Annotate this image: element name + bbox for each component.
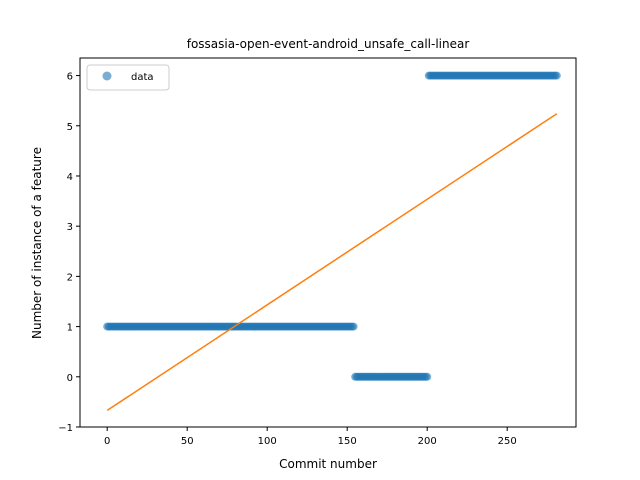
y-tick-label: 3 [67,222,73,233]
x-tick-label: 200 [418,436,437,447]
plot-area [103,71,561,412]
fit-line [106,113,558,412]
x-tick-label: 100 [258,436,277,447]
x-axis-label: Commit number [279,457,377,471]
y-tick-label: 5 [67,122,73,133]
y-tick-label: 0 [67,373,73,384]
x-tick-label: 250 [498,436,517,447]
axes-frame [79,57,577,428]
data-point [423,372,432,381]
x-tick-label: 50 [181,436,194,447]
y-axis: −1 0 1 2 3 4 5 6 [58,72,80,434]
x-tick-label: 0 [104,436,110,447]
legend-box [86,64,170,91]
data-point [552,71,561,80]
y-tick-label: 1 [67,323,73,334]
y-tick-label: 2 [67,272,73,283]
x-tick-label: 150 [338,436,357,447]
chart-title: fossasia-open-event-android_unsafe_call-… [187,37,470,51]
legend-label-data: data [131,72,154,83]
y-tick-label: 6 [67,72,73,83]
legend-marker-data [102,71,112,81]
legend: data [86,64,170,91]
data-point [349,322,358,331]
x-axis: 0 50 100 150 200 250 [104,427,517,447]
y-tick-label: −1 [58,423,73,434]
y-tick-label: 4 [67,172,73,183]
y-axis-label: Number of instance of a feature [30,147,44,339]
